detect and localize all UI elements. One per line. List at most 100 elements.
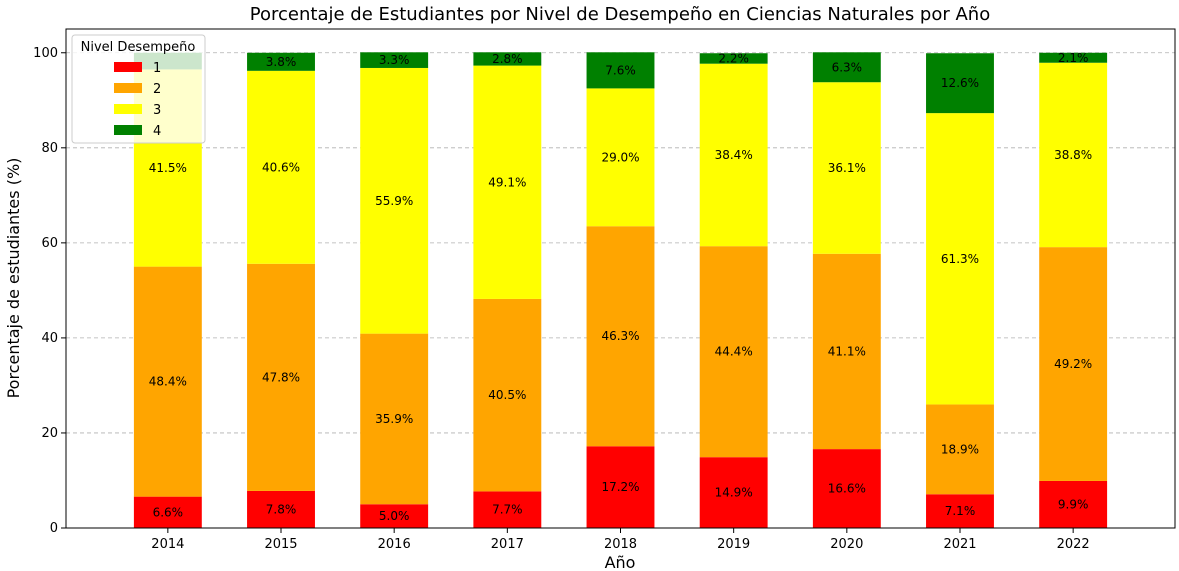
data-label: 7.8% [266, 502, 297, 516]
x-axis-label: Año [605, 553, 636, 571]
bar-segment [812, 52, 881, 83]
bar-segment [699, 457, 768, 528]
bar-segment [1039, 62, 1108, 248]
legend-swatch [114, 104, 142, 114]
bar-segment [812, 449, 881, 528]
data-label: 49.2% [1054, 357, 1092, 371]
data-label: 6.3% [832, 60, 863, 74]
data-label: 41.5% [149, 161, 187, 175]
bar-segment [926, 113, 994, 405]
x-tick-label: 2022 [1057, 537, 1090, 552]
legend-label: 3 [153, 103, 161, 118]
chart-title: Porcentaje de Estudiantes por Nivel de D… [250, 4, 990, 25]
data-label: 7.1% [945, 504, 976, 518]
bar-segment [812, 82, 881, 254]
data-label: 16.6% [828, 482, 866, 496]
bar-segment [360, 67, 429, 334]
bars [133, 52, 1108, 528]
bar-segment [360, 504, 429, 528]
y-tick-label: 40 [41, 331, 58, 346]
data-label: 49.1% [488, 175, 526, 189]
bar-segment [926, 53, 994, 114]
bar-segment [1039, 480, 1108, 528]
bar-segment [926, 494, 994, 528]
data-label: 14.9% [715, 486, 753, 500]
bar-segment [699, 246, 768, 458]
x-tick-label: 2020 [830, 537, 863, 552]
bar-segment [1039, 247, 1108, 481]
bar-segment [133, 266, 202, 497]
legend-title: Nivel Desempeño [81, 40, 196, 55]
data-label: 2.8% [492, 52, 523, 66]
legend-swatch [114, 83, 142, 93]
data-label: 6.6% [153, 505, 184, 519]
data-label: 40.6% [262, 160, 300, 174]
x-tick-label: 2021 [943, 537, 976, 552]
legend-label: 1 [153, 61, 161, 76]
data-label: 41.1% [828, 344, 866, 358]
data-label: 36.1% [828, 161, 866, 175]
x-tick-label: 2018 [604, 537, 637, 552]
data-label: 2.2% [718, 51, 749, 65]
bar-segment [473, 52, 542, 66]
bar-segment [473, 491, 542, 528]
bar-segment [473, 65, 542, 299]
x-tick-label: 2016 [378, 537, 411, 552]
bar-segment [247, 52, 315, 71]
y-tick-label: 80 [41, 141, 58, 156]
data-label: 55.9% [375, 194, 413, 208]
x-tick-label: 2019 [717, 537, 750, 552]
data-label: 46.3% [601, 329, 639, 343]
y-tick-label: 0 [50, 521, 58, 536]
y-axis: 0 20 40 60 80 100 [33, 46, 66, 536]
legend-label: 2 [153, 82, 161, 97]
data-label: 38.8% [1054, 148, 1092, 162]
bar-segment [360, 333, 429, 505]
x-axis: 2014 2015 2016 2017 2018 2019 2020 2021 2022 [151, 528, 1090, 552]
x-tick-label: 2015 [264, 537, 297, 552]
bar-segment [699, 63, 768, 247]
y-axis-label: Porcentaje de estudiantes (%) [4, 158, 23, 399]
y-tick-label: 100 [33, 46, 58, 61]
bar-segment [473, 298, 542, 492]
data-label: 7.7% [492, 503, 523, 517]
legend-swatch [114, 62, 142, 72]
data-labels: 6.6% 48.4% 41.5% 7.8% 47.8% 40.6% 3.8% 5.0% 35.9… [149, 51, 1092, 523]
data-label: 18.9% [941, 442, 979, 456]
data-label: 17.2% [601, 480, 639, 494]
legend: Nivel Desempeño 1 2 3 4 [71, 34, 206, 144]
data-label: 38.4% [715, 148, 753, 162]
data-label: 2.1% [1058, 51, 1089, 65]
x-tick-label: 2014 [151, 537, 184, 552]
legend-swatch [114, 125, 142, 135]
data-label: 3.3% [379, 53, 410, 67]
bar-segment [360, 52, 429, 68]
bar-segment [586, 446, 655, 528]
bar-segment [586, 226, 655, 447]
data-label: 29.0% [601, 150, 639, 164]
bar-segment [586, 88, 655, 227]
data-label: 35.9% [375, 412, 413, 426]
x-tick-label: 2017 [491, 537, 524, 552]
bar-segment [247, 490, 315, 528]
data-label: 7.6% [605, 63, 636, 77]
data-label: 12.6% [941, 76, 979, 90]
bar-segment [1039, 52, 1108, 63]
y-tick-label: 20 [41, 426, 58, 441]
data-label: 61.3% [941, 252, 979, 266]
data-label: 9.9% [1058, 497, 1089, 511]
bar-segment [133, 496, 202, 528]
data-label: 3.8% [266, 55, 297, 69]
data-label: 44.4% [715, 345, 753, 359]
bar-segment [699, 53, 768, 64]
bar-segment [586, 52, 655, 89]
legend-label: 4 [153, 124, 161, 139]
bar-segment [926, 404, 994, 495]
data-label: 40.5% [488, 388, 526, 402]
data-label: 5.0% [379, 509, 410, 523]
y-tick-label: 60 [41, 236, 58, 251]
bar-segment [812, 253, 881, 450]
bar-segment [247, 70, 315, 264]
data-label: 48.4% [149, 375, 187, 389]
